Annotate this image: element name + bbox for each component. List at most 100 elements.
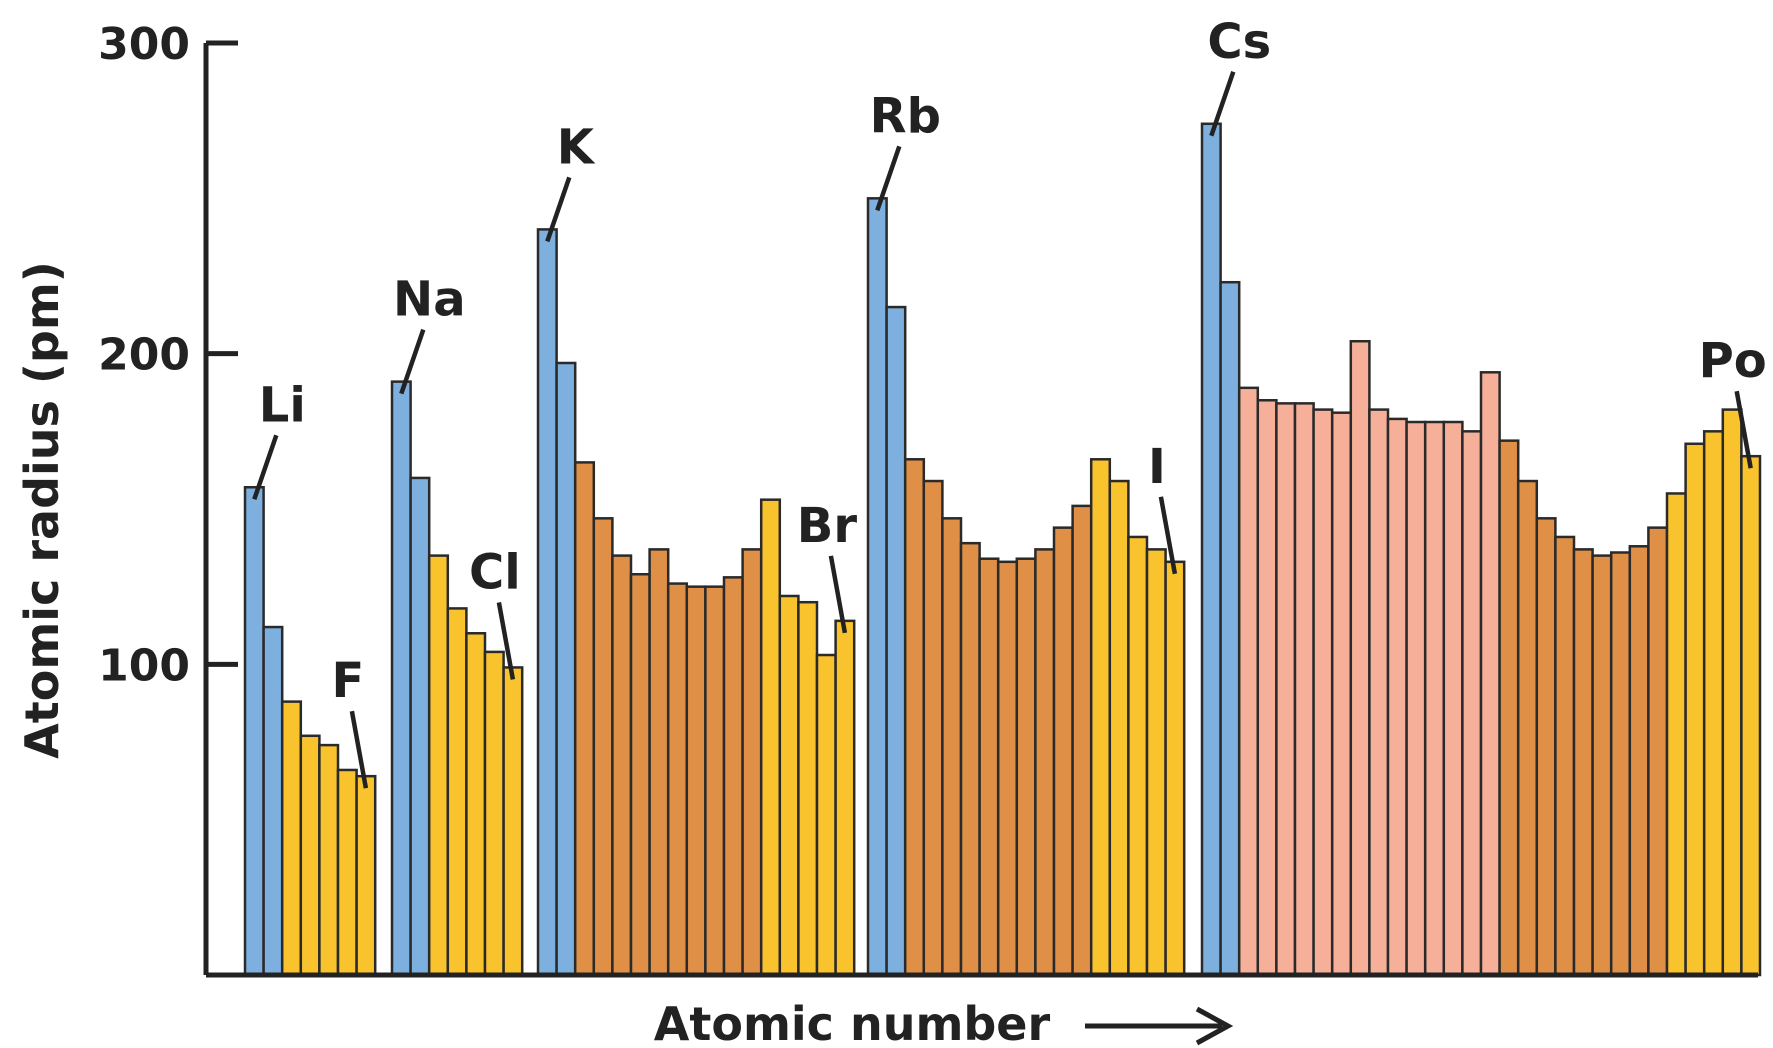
x-axis-title: Atomic number [654, 997, 1051, 1048]
bar [1034, 548, 1056, 977]
leader-line [1209, 71, 1236, 137]
element-label: Li [259, 377, 306, 433]
leader-line [828, 555, 848, 634]
bar [1089, 458, 1112, 977]
bar [815, 653, 837, 977]
bar [1293, 402, 1315, 977]
element-label: Br [797, 498, 858, 554]
bar [1275, 402, 1297, 977]
element-label: Cs [1207, 14, 1271, 70]
bar [866, 197, 888, 977]
bar [409, 476, 431, 977]
bar [1237, 386, 1260, 977]
bar [1330, 411, 1353, 977]
bar [903, 458, 926, 977]
bar [1721, 408, 1743, 977]
leader-line [1158, 496, 1178, 575]
leader-line [252, 434, 279, 500]
element-labels-layer: Li F Na Cl K Br Rb I Cs Po [259, 14, 1767, 709]
bar [1219, 280, 1241, 977]
bar [280, 700, 303, 977]
bar [446, 607, 468, 977]
bar [465, 632, 487, 977]
y-axis-title: Atomic radius (pm) [15, 261, 69, 759]
bar [1479, 371, 1501, 977]
y-tick-label: 200 [98, 330, 190, 381]
bar [685, 585, 707, 977]
bar [1740, 454, 1762, 977]
y-ticks-layer: 100 200 300 [98, 19, 238, 691]
y-tick-label: 100 [98, 640, 190, 691]
bar [704, 585, 726, 977]
y-tick-label: 300 [98, 19, 190, 70]
leader-line [1734, 390, 1753, 469]
bar [666, 582, 689, 977]
bar [629, 572, 651, 977]
bar [959, 541, 981, 977]
bar [722, 576, 744, 977]
bar [885, 305, 907, 977]
bar [483, 650, 505, 977]
bar [1349, 339, 1371, 977]
bar [978, 557, 1000, 977]
element-label: Rb [870, 88, 941, 144]
leader-line [545, 176, 572, 243]
bar [1256, 399, 1278, 977]
bar [1200, 122, 1222, 977]
bar [536, 228, 558, 977]
bar [1015, 557, 1037, 977]
leader-line [875, 145, 902, 212]
leader-line [399, 328, 426, 395]
bar [555, 361, 577, 977]
bar [1052, 526, 1074, 977]
bar [1516, 479, 1539, 977]
bar [262, 625, 284, 977]
element-label: Po [1699, 333, 1767, 389]
bar [390, 380, 412, 977]
element-label: Na [393, 272, 466, 328]
bar [1609, 551, 1632, 977]
bar [1628, 545, 1650, 977]
bar [243, 486, 265, 977]
bar [1164, 560, 1186, 977]
bar [1108, 479, 1130, 977]
bar [1312, 408, 1334, 977]
bar [759, 498, 782, 977]
bar [834, 619, 856, 977]
bar [941, 517, 963, 977]
bar [996, 560, 1019, 977]
leader-line [496, 602, 516, 680]
bar [797, 600, 819, 977]
bar [922, 479, 944, 977]
bar [592, 517, 614, 977]
bar [1145, 548, 1167, 977]
bar [1368, 408, 1390, 977]
bar [611, 554, 633, 977]
bar [1127, 535, 1149, 977]
bar [1071, 504, 1093, 977]
element-label: F [332, 653, 365, 709]
bar [1665, 492, 1687, 977]
bar [1647, 526, 1669, 977]
bar [427, 554, 450, 977]
bar [299, 734, 321, 977]
bar [1405, 420, 1427, 977]
leaders-layer [252, 71, 1753, 789]
bar [1535, 517, 1557, 977]
bar [1442, 420, 1464, 977]
bar [318, 743, 340, 977]
bar [1572, 548, 1594, 977]
bar [1702, 430, 1725, 977]
bar [573, 461, 596, 977]
bar [355, 774, 377, 977]
element-label: K [557, 119, 596, 175]
bar [648, 548, 670, 977]
leader-line [349, 710, 369, 789]
bar [1591, 554, 1613, 977]
bar [1554, 535, 1576, 977]
bar [1498, 439, 1520, 977]
bar [502, 666, 524, 977]
bar [1386, 417, 1408, 977]
bar [336, 768, 358, 977]
